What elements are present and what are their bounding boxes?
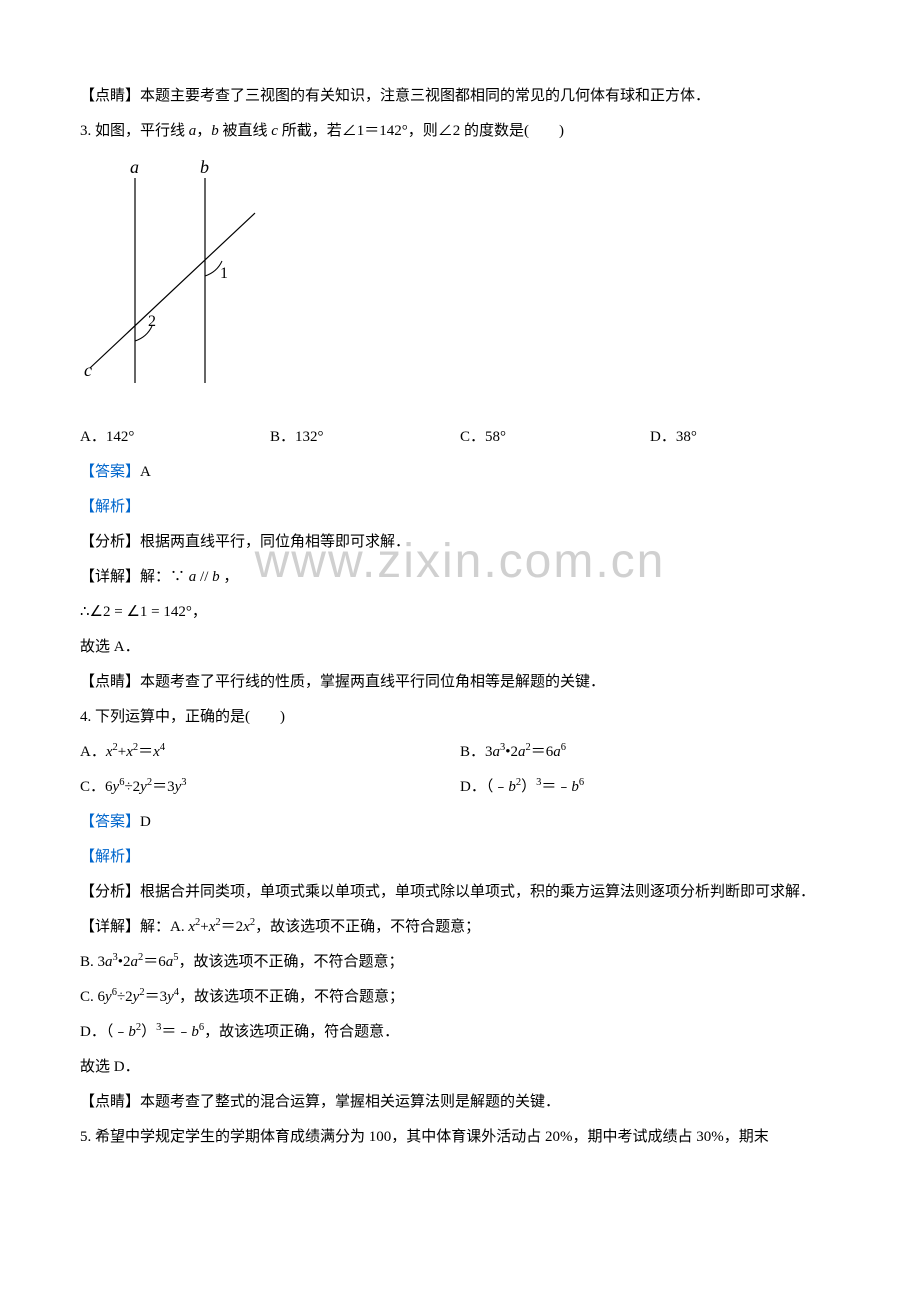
q4-answer: 【答案】D [80,806,840,839]
q4-xiangjie-c: C. 6y6÷2y2＝3y4，故该选项不正确，不符合题意； [80,981,840,1014]
q2-dianqing: 【点睛】本题主要考查了三视图的有关知识，注意三视图都相同的常见的几何体有球和正方… [80,80,840,113]
q3-xiangjie-3: 故选 A． [80,631,840,664]
q4-dianqing: 【点睛】本题考查了整式的混合运算，掌握相关运算法则是解题的关键． [80,1086,840,1119]
q4-options-row1: A．x2+x2＝x4 B．3a3•2a2＝6a6 [80,736,840,769]
q3-figure: a b c 1 2 [80,158,840,401]
q3-option-a: A．142° [80,421,270,454]
q3-option-b: B．132° [270,421,460,454]
q4-option-c: C．6y6÷2y2＝3y3 [80,771,460,804]
label-c: c [84,360,92,380]
q4-options-row2: C．6y6÷2y2＝3y3 D．（﹣b2）3＝﹣b6 [80,771,840,804]
label-a: a [130,158,139,177]
q3-xiangjie-2: ∴∠2 = ∠1 = 142°， [80,596,840,629]
q3-analysis-label: 【解析】 [80,491,840,524]
q3-stem: 3. 如图，平行线 a，b 被直线 c 所截，若∠1＝142°，则∠2 的度数是… [80,115,840,148]
q5-stem: 5. 希望中学规定学生的学期体育成绩满分为 100，其中体育课外活动占 20%，… [80,1121,840,1154]
q4-option-d: D．（﹣b2）3＝﹣b6 [460,771,840,804]
page-content: 【点睛】本题主要考查了三视图的有关知识，注意三视图都相同的常见的几何体有球和正方… [80,80,840,1154]
q4-xiangjie-a: 【详解】解：A. x2+x2＝2x2，故该选项不正确，不符合题意； [80,911,840,944]
q4-option-a: A．x2+x2＝x4 [80,736,460,769]
q4-stem: 4. 下列运算中，正确的是( ) [80,701,840,734]
angle-2-label: 2 [148,313,156,330]
q4-xiangjie-d: D．（﹣b2）3＝﹣b6，故该选项正确，符合题意． [80,1016,840,1049]
q4-fenxi: 【分析】根据合并同类项，单项式乘以单项式，单项式除以单项式，积的乘方运算法则逐项… [80,876,840,909]
q4-analysis-label: 【解析】 [80,841,840,874]
q4-option-b: B．3a3•2a2＝6a6 [460,736,840,769]
label-b: b [200,158,209,177]
q3-option-d: D．38° [650,421,840,454]
q3-xiangjie-1: 【详解】解：∵ a // b ， [80,561,840,594]
q3-dianqing: 【点睛】本题考查了平行线的性质，掌握两直线平行同位角相等是解题的关键． [80,666,840,699]
line-c [90,213,255,368]
q4-xiangjie-end: 故选 D． [80,1051,840,1084]
q3-answer: 【答案】A [80,456,840,489]
angle-1-label: 1 [220,265,228,282]
q3-fenxi: 【分析】根据两直线平行，同位角相等即可求解． [80,526,840,559]
q4-xiangjie-b: B. 3a3•2a2＝6a5，故该选项不正确，不符合题意； [80,946,840,979]
q3-option-c: C．58° [460,421,650,454]
q3-options: A．142° B．132° C．58° D．38° [80,421,840,454]
